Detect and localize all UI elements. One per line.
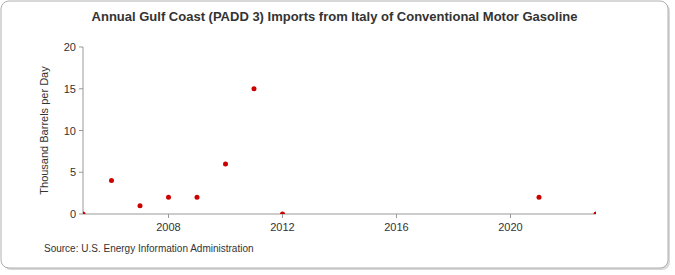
x-tick-label: 2008 bbox=[156, 221, 180, 233]
x-tick bbox=[282, 214, 283, 218]
source: Source: U.S. Energy Information Administ… bbox=[44, 243, 254, 254]
chart-root: Annual Gulf Coast (PADD 3) Imports from … bbox=[0, 0, 675, 275]
title: Annual Gulf Coast (PADD 3) Imports from … bbox=[92, 9, 578, 24]
y-axis bbox=[83, 47, 84, 214]
x-tick bbox=[168, 214, 169, 218]
point bbox=[166, 195, 171, 200]
y-tick-label: 20 bbox=[64, 41, 76, 53]
y-tick-label: 15 bbox=[64, 83, 76, 95]
y-tick bbox=[79, 172, 83, 173]
point bbox=[594, 212, 597, 215]
y-tick bbox=[79, 88, 83, 89]
chart-svg: Annual Gulf Coast (PADD 3) Imports from … bbox=[0, 0, 675, 275]
x-tick bbox=[510, 214, 511, 218]
y-tick-label: 0 bbox=[70, 208, 76, 220]
x-axis bbox=[83, 214, 596, 215]
y-axis-label: Thousand Barrels per Day bbox=[38, 66, 50, 195]
point bbox=[83, 212, 86, 215]
frame bbox=[1, 1, 668, 268]
point bbox=[195, 195, 200, 200]
y-tick-label: 10 bbox=[64, 125, 76, 137]
point bbox=[252, 86, 257, 91]
point bbox=[109, 178, 114, 183]
point bbox=[138, 203, 143, 208]
y-tick-label: 5 bbox=[70, 166, 76, 178]
y-tick bbox=[79, 130, 83, 131]
x-tick-label: 2012 bbox=[270, 221, 294, 233]
x-tick bbox=[396, 214, 397, 218]
points bbox=[83, 86, 596, 214]
point bbox=[223, 161, 228, 166]
x-tick-label: 2020 bbox=[498, 221, 522, 233]
y-tick bbox=[79, 214, 83, 215]
point bbox=[280, 212, 285, 215]
y-tick bbox=[79, 47, 83, 48]
x-tick-label: 2016 bbox=[384, 221, 408, 233]
point bbox=[537, 195, 542, 200]
